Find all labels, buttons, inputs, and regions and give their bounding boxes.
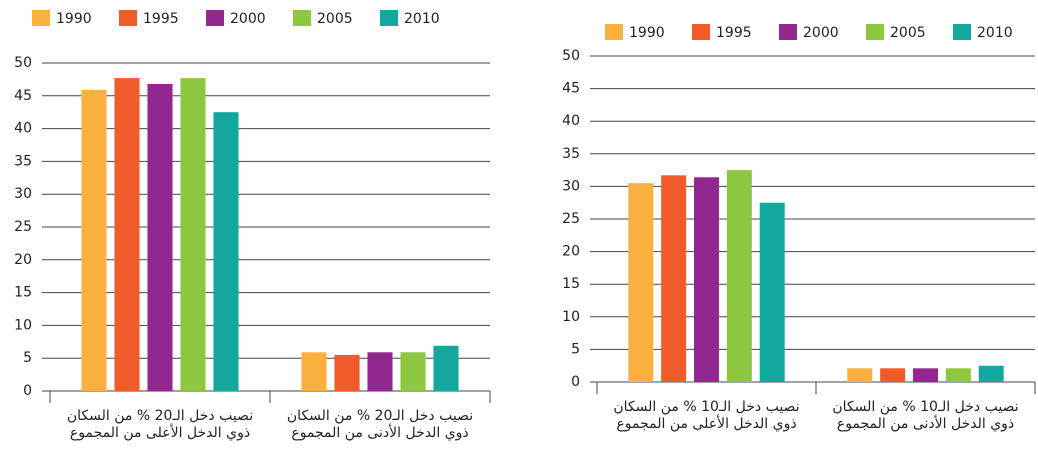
y-tick-label: 45 [14, 88, 32, 104]
bar [726, 170, 752, 382]
bar [628, 183, 654, 382]
y-tick-label: 45 [562, 81, 580, 97]
y-tick-label: 40 [562, 113, 580, 129]
legend-label: 2000 [803, 25, 839, 41]
bar [367, 352, 393, 391]
bar [847, 368, 873, 382]
bar [694, 177, 719, 382]
legend-swatch [119, 10, 137, 26]
legend-label: 1995 [716, 25, 752, 41]
legend-label: 2005 [317, 11, 353, 27]
y-tick-label: 25 [562, 211, 580, 227]
bar [880, 368, 906, 382]
legend-swatch [32, 10, 50, 26]
bar [433, 345, 459, 391]
y-tick-label: 30 [14, 186, 32, 202]
legend-label: 1995 [143, 11, 179, 27]
bar [114, 78, 140, 391]
legend-label: 2010 [404, 11, 440, 27]
y-tick-label: 10 [562, 309, 580, 325]
bar [661, 175, 687, 382]
bar [759, 202, 785, 382]
bar [400, 352, 426, 391]
x-tick-label: نصيب دخل الـ10 % من السكان ذوي الدخل الأ… [832, 399, 1019, 432]
y-tick-label: 25 [14, 219, 32, 235]
x-tick-label: نصيب دخل الـ20 % من السكان ذوي الدخل الأ… [286, 408, 474, 441]
bar [301, 352, 327, 391]
x-tick-label: نصيب دخل الـ20 % من السكان ذوي الدخل الأ… [66, 408, 254, 441]
legend-swatch [779, 24, 797, 40]
legend-label: 1990 [629, 25, 665, 41]
y-tick-label: 5 [23, 350, 32, 366]
legend-swatch [380, 10, 398, 26]
y-tick-label: 20 [14, 252, 32, 268]
legend-swatch [293, 10, 311, 26]
y-tick-label: 30 [562, 178, 580, 194]
y-tick-label: 0 [571, 374, 580, 390]
bar [147, 83, 173, 391]
legend-label: 2000 [230, 11, 266, 27]
y-tick-label: 20 [562, 244, 580, 260]
legend-label: 2010 [977, 25, 1013, 41]
bar [913, 368, 938, 382]
y-tick-label: 5 [571, 341, 580, 357]
y-tick-label: 15 [562, 276, 580, 292]
bar [978, 365, 1004, 382]
legend-swatch [953, 24, 971, 40]
bar [334, 354, 360, 391]
bar [945, 368, 971, 382]
y-tick-label: 35 [14, 153, 32, 169]
legend-label: 2005 [890, 25, 926, 41]
legend-swatch [692, 24, 710, 40]
legend-swatch [605, 24, 623, 40]
bar [213, 112, 239, 391]
legend-swatch [206, 10, 224, 26]
y-tick-label: 0 [23, 383, 32, 399]
y-tick-label: 40 [14, 121, 32, 137]
bar [81, 89, 107, 392]
y-tick-label: 35 [562, 146, 580, 162]
legend-label: 1990 [56, 11, 92, 27]
y-tick-label: 50 [14, 55, 32, 71]
bar [180, 78, 206, 391]
y-tick-label: 10 [14, 317, 32, 333]
y-tick-label: 15 [14, 285, 32, 301]
y-tick-label: 50 [562, 48, 580, 64]
legend-swatch [866, 24, 884, 40]
x-tick-label: نصيب دخل الـ10 % من السكان ذوي الدخل الأ… [613, 399, 800, 432]
